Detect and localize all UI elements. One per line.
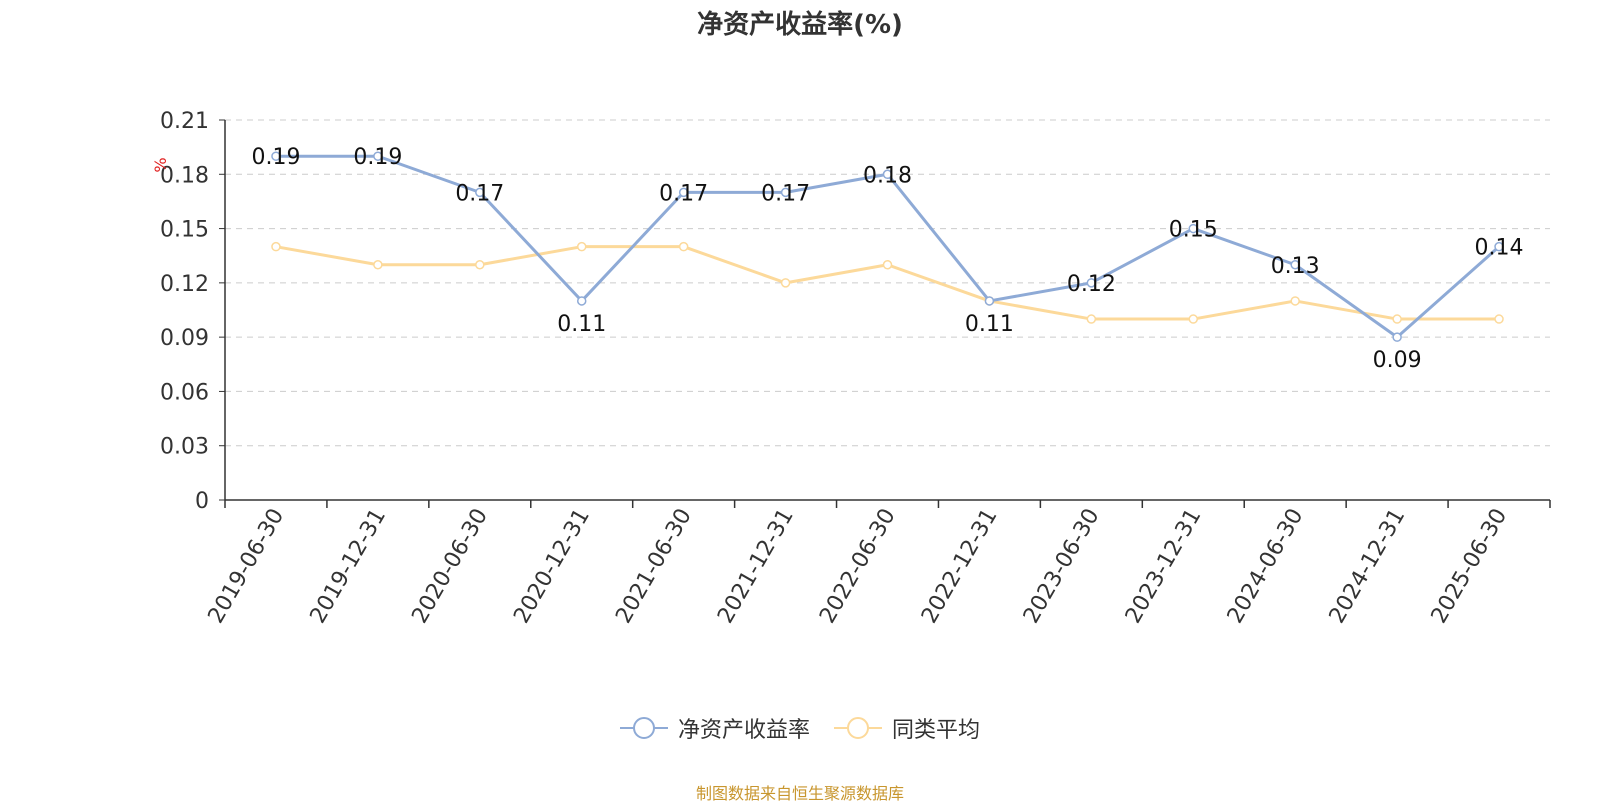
data-point bbox=[780, 187, 791, 198]
y-tick-label: 0.09 bbox=[160, 326, 209, 351]
data-point bbox=[678, 241, 689, 252]
legend-item-roe[interactable]: 净资产收益率 bbox=[619, 712, 810, 744]
x-tick-label: 2021-06-30 bbox=[611, 505, 697, 628]
data-point bbox=[576, 241, 587, 252]
data-label: 0.17 bbox=[455, 181, 504, 206]
legend-peer-average-label: 同类平均 bbox=[892, 718, 981, 743]
data-point bbox=[1494, 314, 1504, 324]
data-point bbox=[1188, 223, 1199, 234]
x-tick-label: 2023-06-30 bbox=[1019, 505, 1105, 628]
legend-peer-average-icon bbox=[834, 717, 882, 739]
data-point bbox=[271, 151, 281, 161]
data-label: 0.15 bbox=[1169, 218, 1218, 243]
x-tick-label: 2023-12-31 bbox=[1121, 505, 1207, 628]
data-point bbox=[678, 187, 689, 198]
y-tick-label: 0.06 bbox=[160, 380, 209, 405]
data-point bbox=[984, 296, 995, 306]
data-point bbox=[780, 278, 791, 288]
data-point bbox=[373, 260, 383, 270]
data-point bbox=[576, 296, 587, 306]
x-tick-label: 2022-12-31 bbox=[917, 505, 1003, 628]
data-label: 0.11 bbox=[557, 312, 606, 337]
legend: 净资产收益率 同类平均 bbox=[0, 712, 1600, 744]
data-point bbox=[475, 187, 485, 198]
data-point bbox=[1188, 314, 1199, 324]
legend-roe-icon bbox=[619, 717, 668, 739]
data-point bbox=[1086, 278, 1097, 288]
data-point bbox=[1392, 332, 1402, 342]
x-tick-label: 2019-06-30 bbox=[204, 505, 290, 628]
data-point bbox=[1494, 241, 1504, 252]
x-tick-label: 2025-06-30 bbox=[1427, 505, 1513, 628]
y-tick-label: 0.21 bbox=[160, 109, 209, 134]
x-tick-label: 2020-06-30 bbox=[407, 505, 493, 628]
data-label: 0.13 bbox=[1271, 254, 1320, 279]
data-label: 0.18 bbox=[863, 163, 912, 188]
data-label: 0.19 bbox=[353, 145, 402, 170]
data-point bbox=[1086, 314, 1097, 324]
data-point bbox=[882, 260, 893, 270]
y-tick-label: 0.18 bbox=[160, 163, 209, 188]
data-label: 0.12 bbox=[1067, 272, 1116, 297]
x-tick-label: 2021-12-31 bbox=[713, 505, 799, 628]
legend-roe-label: 净资产收益率 bbox=[677, 718, 810, 743]
data-label: 0.14 bbox=[1475, 236, 1524, 261]
data-label: 0.09 bbox=[1373, 348, 1422, 373]
data-point bbox=[1290, 260, 1300, 270]
data-label: 0.17 bbox=[659, 181, 708, 206]
data-label: 0.19 bbox=[251, 145, 300, 170]
data-point bbox=[475, 260, 485, 270]
x-tick-label: 2020-12-31 bbox=[509, 505, 595, 628]
source-note: 制图数据来自恒生聚源数据库 bbox=[695, 784, 904, 803]
y-tick-label: 0.12 bbox=[160, 272, 209, 297]
data-point bbox=[373, 151, 383, 161]
y-axis-label: % bbox=[151, 157, 170, 172]
y-tick-label: 0 bbox=[195, 489, 209, 514]
data-point bbox=[1290, 296, 1300, 306]
chart-title: 净资产收益率(%) bbox=[697, 10, 903, 40]
x-tick-label: 2022-06-30 bbox=[815, 505, 901, 628]
data-point bbox=[1392, 314, 1402, 324]
data-label: 0.17 bbox=[761, 181, 810, 206]
y-tick-label: 0.03 bbox=[160, 435, 209, 460]
data-label: 0.11 bbox=[965, 312, 1014, 337]
x-tick-label: 2024-06-30 bbox=[1223, 505, 1309, 628]
legend-item-peer-average[interactable]: 同类平均 bbox=[834, 712, 980, 744]
y-tick-label: 0.15 bbox=[160, 218, 209, 243]
data-point bbox=[882, 169, 893, 180]
x-tick-label: 2019-12-31 bbox=[306, 505, 392, 628]
data-point bbox=[271, 241, 281, 252]
x-tick-label: 2024-12-31 bbox=[1325, 505, 1411, 628]
